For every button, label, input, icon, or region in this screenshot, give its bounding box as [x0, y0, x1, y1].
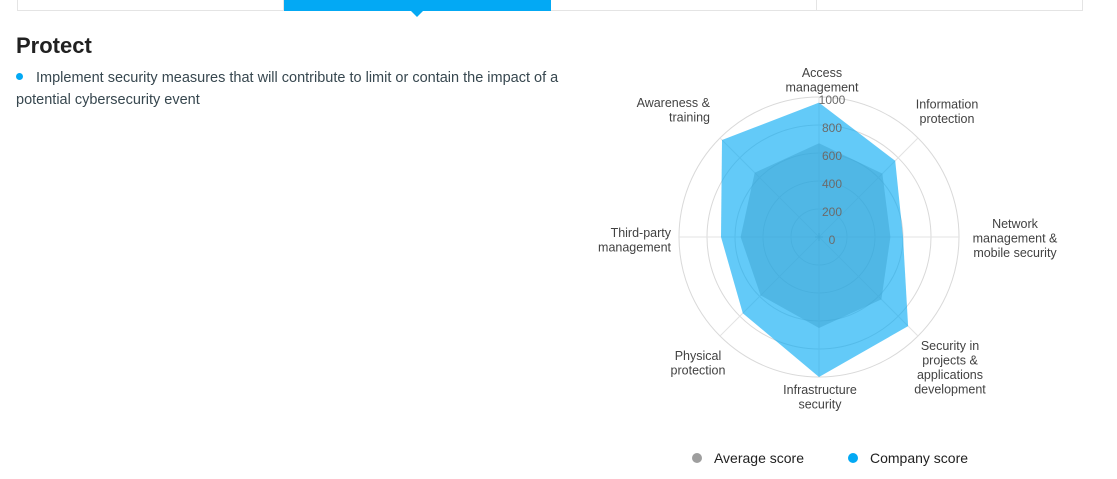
legend-item-average-score[interactable]: Average score	[691, 450, 804, 466]
bullet-icon	[16, 73, 23, 80]
svg-text:400: 400	[822, 177, 842, 191]
legend-label-average-score: Average score	[713, 450, 804, 466]
tab-2-active[interactable]	[284, 0, 551, 17]
tab-1[interactable]	[17, 0, 285, 11]
category-label-0: Access management	[786, 66, 859, 95]
svg-text:600: 600	[822, 149, 842, 163]
page-description-text: Implement security measures that will co…	[16, 70, 559, 108]
legend-label-company-score: Company score	[869, 450, 969, 466]
svg-text:1000: 1000	[819, 93, 846, 107]
category-label-3: Security in projects & applications develop…	[914, 339, 986, 397]
average-score-dot-icon	[691, 453, 702, 463]
tab-bar	[17, 0, 1083, 17]
chart-category-labels: Access management Information protection Net…	[598, 66, 1058, 412]
chart-tick-labels: 0 200 400 600 800 1000	[819, 93, 846, 247]
tab-4[interactable]	[816, 0, 1083, 11]
svg-text:200: 200	[822, 205, 842, 219]
chart-legend: Average score Company score	[580, 450, 1080, 466]
category-label-7: Awareness & training	[637, 96, 711, 125]
company-score-dot-icon	[847, 453, 858, 463]
legend-item-company-score[interactable]: Company score	[847, 450, 969, 466]
area-company-score	[721, 102, 909, 377]
radar-chart-container: 0 200 400 600 800 1000 Access management Informa…	[580, 50, 1080, 475]
svg-text:800: 800	[822, 121, 842, 135]
page-description: Implement security measures that will co…	[16, 67, 564, 111]
category-label-5: Physical protection	[671, 349, 726, 378]
category-label-1: Information protection	[916, 98, 979, 127]
tab-3[interactable]	[550, 0, 817, 11]
svg-text:0: 0	[829, 233, 836, 247]
category-label-2: Network management & mobile security	[973, 217, 1058, 260]
page-title: Protect	[16, 33, 92, 58]
category-label-4: Infrastructure security	[783, 383, 857, 412]
category-label-6: Third-party management	[598, 226, 672, 255]
